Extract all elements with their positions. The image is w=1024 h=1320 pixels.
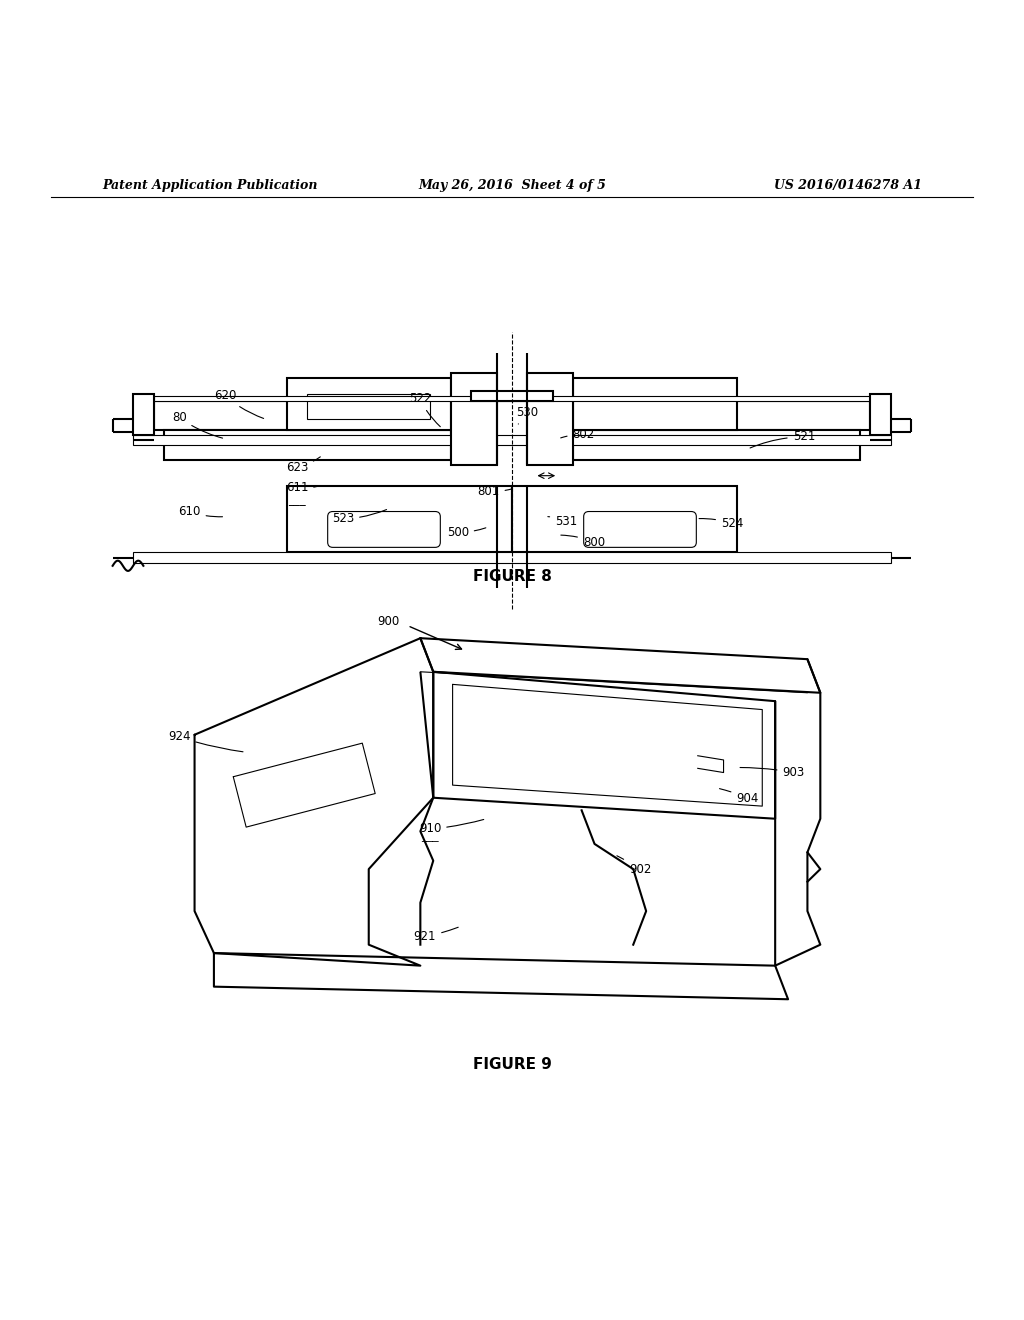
Bar <box>287 379 451 429</box>
Bar <box>133 393 154 434</box>
Text: 611: 611 <box>286 482 319 495</box>
Bar <box>870 393 891 434</box>
Text: ___: ___ <box>288 494 306 506</box>
Text: 910: 910 <box>419 820 483 836</box>
Bar <box>133 553 891 562</box>
Text: 802: 802 <box>561 428 595 441</box>
Bar <box>154 396 870 401</box>
Text: US 2016/0146278 A1: US 2016/0146278 A1 <box>773 180 922 193</box>
Text: 903: 903 <box>740 766 805 779</box>
Text: 801: 801 <box>477 484 512 498</box>
Text: FIGURE 9: FIGURE 9 <box>472 1057 552 1072</box>
FancyBboxPatch shape <box>328 512 440 548</box>
Bar <box>154 401 451 429</box>
Text: 530: 530 <box>516 405 539 424</box>
Text: 902: 902 <box>616 855 651 876</box>
Bar <box>471 391 553 401</box>
Bar <box>307 393 430 420</box>
Text: 921: 921 <box>414 927 458 942</box>
Text: ___: ___ <box>288 473 306 486</box>
Text: Patent Application Publication: Patent Application Publication <box>102 180 317 193</box>
Text: 80: 80 <box>172 411 222 438</box>
Bar <box>573 379 737 429</box>
Text: FIGURE 8: FIGURE 8 <box>472 569 552 583</box>
Text: ───: ─── <box>421 837 439 847</box>
Bar <box>287 486 512 553</box>
Text: 523: 523 <box>332 510 387 525</box>
Text: 900: 900 <box>377 615 399 628</box>
Text: 623: 623 <box>286 457 321 474</box>
Text: 531: 531 <box>548 515 578 528</box>
Text: 924: 924 <box>168 730 243 752</box>
Text: 904: 904 <box>720 788 759 805</box>
Text: 610: 610 <box>178 506 222 517</box>
Bar <box>164 429 451 461</box>
Bar <box>527 374 573 466</box>
Bar <box>573 401 870 429</box>
Text: 500: 500 <box>446 525 485 539</box>
FancyBboxPatch shape <box>584 512 696 548</box>
Text: May 26, 2016  Sheet 4 of 5: May 26, 2016 Sheet 4 of 5 <box>418 180 606 193</box>
Text: 620: 620 <box>214 389 263 418</box>
Text: 521: 521 <box>750 430 815 447</box>
Bar <box>451 374 497 466</box>
Bar <box>573 429 860 461</box>
Bar <box>512 486 737 553</box>
Text: 522: 522 <box>409 392 440 426</box>
Bar <box>133 434 891 445</box>
Text: 800: 800 <box>561 535 605 549</box>
Text: 524: 524 <box>699 517 743 531</box>
